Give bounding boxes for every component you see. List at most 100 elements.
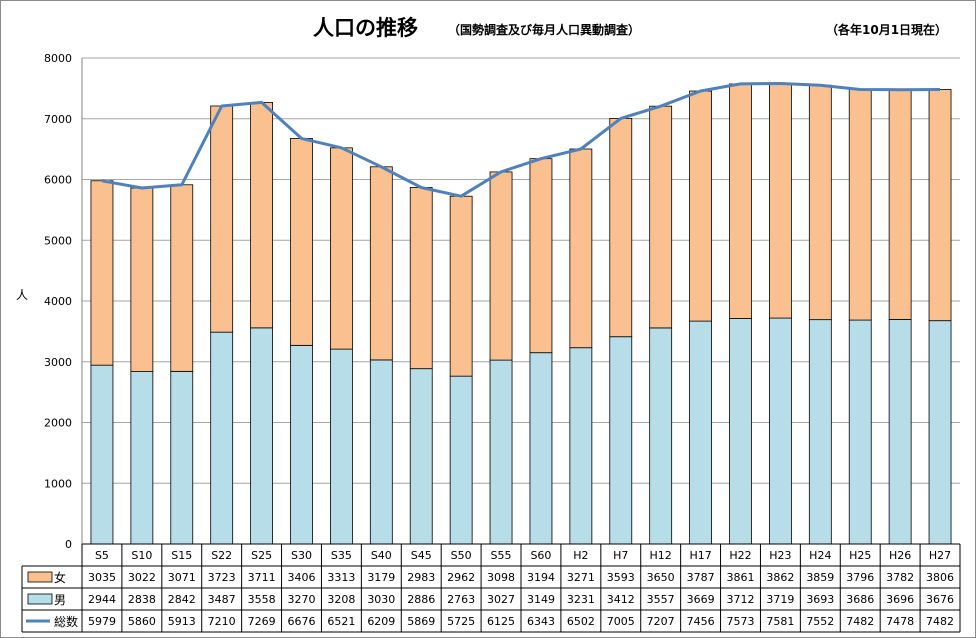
bar-men [848, 319, 872, 545]
y-tick-label: 6000 [44, 174, 72, 187]
bar-women [808, 84, 832, 321]
table-cell: 7482 [926, 615, 954, 628]
bar-women [170, 184, 194, 372]
table-cell: 3787 [687, 571, 715, 584]
table-cell: 3796 [846, 571, 874, 584]
legend-key-men [27, 593, 53, 605]
table-cell: 3194 [527, 571, 555, 584]
table-cell: 3149 [527, 593, 555, 606]
x-tick-label: S50 [451, 549, 472, 562]
table-cell: 3098 [487, 571, 515, 584]
y-tick-label: 3000 [44, 356, 72, 369]
table-cell: 3712 [727, 593, 755, 606]
bar-women [848, 89, 872, 321]
x-tick-label: H12 [650, 549, 672, 562]
bar-women [489, 171, 513, 361]
table-cell: 6125 [487, 615, 515, 628]
bar-women [928, 89, 952, 322]
table-cell: 5725 [447, 615, 475, 628]
bar-men [769, 317, 792, 545]
table-cell: 6209 [367, 615, 395, 628]
table-cell: 3557 [647, 593, 675, 606]
table-cell: 7456 [687, 615, 715, 628]
x-tick-label: H25 [849, 549, 871, 562]
x-tick-label: H27 [929, 549, 951, 562]
table-cell: 3558 [248, 593, 276, 606]
bar-women [569, 148, 593, 349]
x-tick-label: S5 [95, 549, 109, 562]
x-tick-label: S40 [371, 549, 392, 562]
table-cell: 3022 [128, 571, 156, 584]
bar-women [330, 147, 353, 350]
table-cell: 2886 [407, 593, 435, 606]
y-tick-label: 1000 [44, 477, 72, 490]
bar-women [369, 166, 393, 361]
y-tick-label: 7000 [44, 113, 72, 126]
x-tick-label: H17 [689, 549, 711, 562]
bar-women [529, 158, 553, 354]
legend-label: 男 [54, 593, 66, 607]
table-cell: 7482 [846, 615, 874, 628]
legend-label: 女 [54, 570, 66, 585]
bar-women [729, 83, 752, 319]
table-cell: 7478 [886, 615, 914, 628]
bar-women [689, 90, 712, 322]
table-cell: 5869 [407, 615, 435, 628]
table-cell: 7207 [647, 615, 675, 628]
line-total [101, 82, 941, 198]
table-cell: 3406 [288, 571, 316, 584]
chart-subtitle: （国勢調査及び毎月人口異動調査） [448, 23, 641, 37]
table-cell: 3179 [367, 571, 395, 584]
table-cell: 6521 [327, 615, 355, 628]
bar-men [928, 320, 952, 545]
table-cell: 3035 [88, 571, 116, 584]
table-cell: 6676 [288, 615, 316, 628]
x-tick-label: S15 [171, 549, 192, 562]
bar-men [729, 318, 752, 545]
x-tick-label: S30 [291, 549, 312, 562]
table-cell: 6343 [527, 615, 555, 628]
table-cell: 3231 [567, 593, 595, 606]
bar-women [90, 180, 114, 366]
bar-men [290, 344, 313, 545]
table-cell: 3782 [886, 571, 914, 584]
table-cell: 3859 [806, 571, 834, 584]
table-cell: 2983 [407, 571, 435, 584]
table-cell: 5860 [128, 615, 156, 628]
table-cell: 3719 [766, 593, 794, 606]
x-tick-label: H24 [809, 549, 831, 562]
table-cell: 7552 [806, 615, 834, 628]
bar-women [888, 89, 912, 320]
y-tick-label: 5000 [44, 234, 72, 247]
table-cell: 3030 [367, 593, 395, 606]
bar-men [569, 347, 593, 545]
bar-women [409, 187, 433, 370]
table-cell: 3806 [926, 571, 954, 584]
x-tick-label: H26 [889, 549, 911, 562]
table-cell: 3650 [647, 571, 675, 584]
bar-women [250, 102, 273, 329]
x-tick-label: S10 [131, 549, 152, 562]
y-tick-label: 2000 [44, 417, 72, 430]
bar-women [290, 138, 313, 346]
bar-women [210, 105, 234, 333]
bar-men [888, 319, 912, 545]
bar-women [609, 118, 633, 338]
table-cell: 3270 [288, 593, 316, 606]
x-tick-label: S45 [411, 549, 432, 562]
table-cell: 2944 [88, 593, 116, 606]
x-tick-label: S55 [491, 549, 512, 562]
table-cell: 3271 [567, 571, 595, 584]
table-cell: 2763 [447, 593, 475, 606]
table-cell: 5979 [88, 615, 116, 628]
table-cell: 3313 [327, 571, 355, 584]
bar-men [449, 375, 473, 545]
bar-men [689, 320, 712, 545]
table-cell: 2838 [128, 593, 156, 606]
bar-women [769, 83, 792, 319]
bar-men [649, 327, 673, 545]
bar-men [250, 327, 273, 545]
table-cell: 3723 [208, 571, 236, 584]
y-tick-label: 8000 [44, 52, 72, 65]
